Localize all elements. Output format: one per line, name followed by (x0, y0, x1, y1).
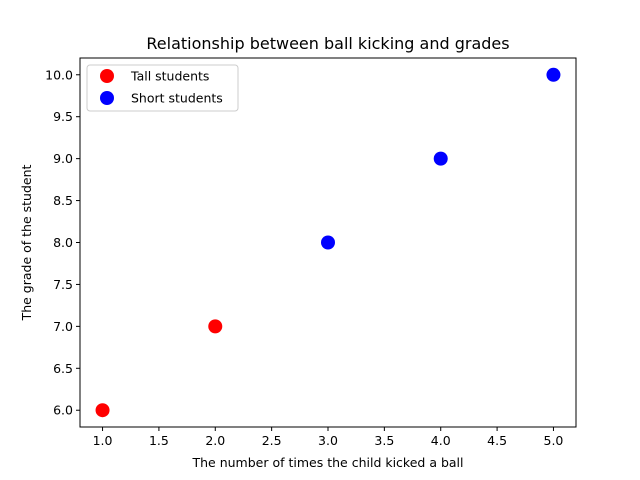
x-tick-label: 3.0 (318, 433, 338, 448)
point-short-students (433, 151, 448, 166)
legend-label-short-students: Short students (131, 91, 223, 106)
axis-ticks: 1.0 1.5 2.0 2.5 3.0 3.5 4.0 4.5 5.0 6.0 6.5 7.0 7.5 8… (45, 67, 563, 448)
x-tick-label: 1.5 (149, 433, 169, 448)
point-short-students (546, 67, 561, 82)
data-points (95, 67, 561, 418)
x-tick-label: 2.0 (205, 433, 225, 448)
y-tick-label: 6.5 (53, 361, 73, 376)
legend-marker-tall-students (100, 69, 114, 83)
x-tick-label: 2.5 (262, 433, 282, 448)
y-tick-label: 6.0 (53, 403, 73, 418)
x-axis-label: The number of times the child kicked a b… (191, 455, 463, 470)
legend-label-tall-students: Tall students (130, 69, 209, 84)
y-tick-label: 7.5 (53, 277, 73, 292)
x-tick-label: 1.0 (93, 433, 113, 448)
y-tick-label: 10.0 (45, 67, 73, 82)
legend: Tall students Short students (86, 64, 239, 112)
y-tick-label: 7.0 (53, 319, 73, 334)
plot-frame (79, 57, 577, 428)
y-tick-label: 9.0 (53, 151, 73, 166)
y-axis-label: The grade of the student (19, 164, 34, 321)
x-tick-label: 3.5 (374, 433, 394, 448)
y-tick-label: 8.0 (53, 235, 73, 250)
legend-marker-short-students (100, 91, 114, 105)
point-tall-students (95, 403, 110, 418)
y-tick-label: 9.5 (53, 109, 73, 124)
point-tall-students (208, 319, 223, 334)
point-short-students (321, 235, 335, 250)
x-tick-label: 5.0 (544, 433, 564, 448)
y-tick-label: 8.5 (53, 193, 73, 208)
x-tick-label: 4.0 (431, 433, 451, 448)
legend-box (86, 64, 239, 112)
x-tick-label: 4.5 (487, 433, 507, 448)
chart-title: Relationship between ball kicking and gr… (146, 34, 509, 53)
